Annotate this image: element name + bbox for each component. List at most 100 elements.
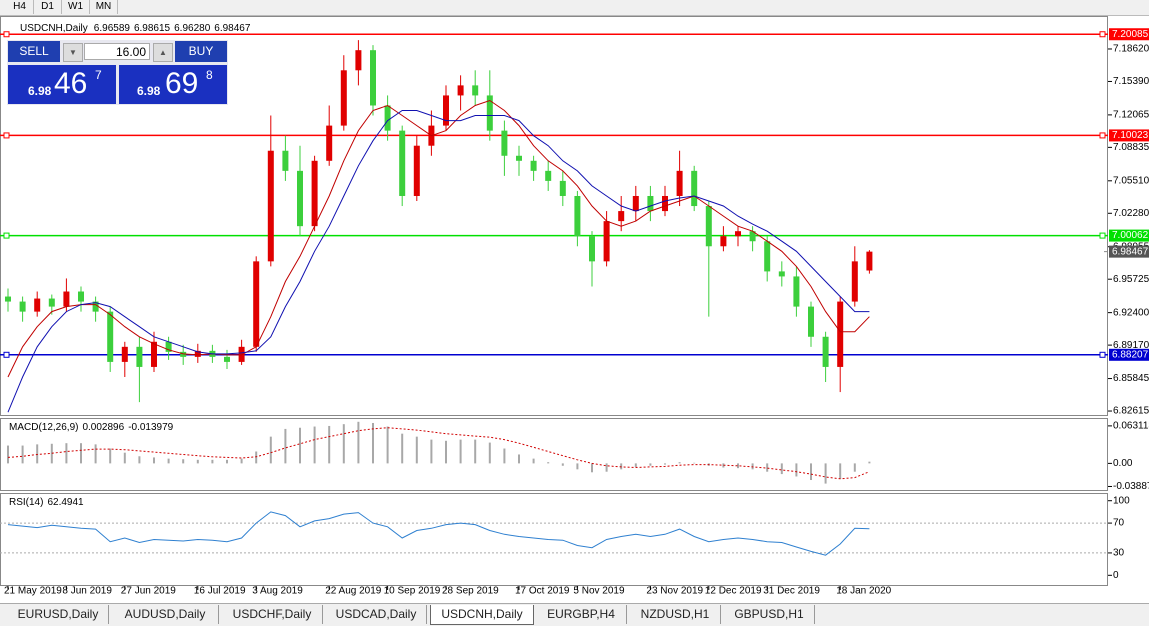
macd-bar	[226, 459, 228, 464]
macd-bar	[65, 443, 68, 464]
moving-average	[7, 110, 870, 413]
candle-body	[691, 170, 698, 207]
y-tick-label: -0.038872	[1113, 481, 1149, 492]
macd-bar	[386, 426, 389, 464]
candle-body	[778, 271, 785, 277]
ohlc: 6.96589	[94, 23, 131, 34]
chart-tab[interactable]: AUDUSD,Daily	[112, 605, 219, 624]
chart-tab[interactable]: GBPUSD,H1	[724, 605, 815, 624]
macd-bar	[751, 463, 754, 470]
candle-body	[282, 150, 289, 171]
candle-body	[457, 85, 464, 96]
y-tick-label: 7.12065	[1113, 110, 1149, 121]
macd-bar	[21, 445, 24, 464]
macd-bar	[269, 436, 272, 464]
symbol: USDCNH,Daily	[20, 23, 88, 34]
rsi-header: RSI(14) 62.4941	[9, 497, 84, 508]
y-tick-label: 7.18620	[1113, 44, 1149, 55]
candle-body	[647, 195, 654, 212]
candle-body	[78, 291, 84, 302]
y-tick-label: 0.00	[1113, 458, 1133, 469]
period-button[interactable]: H4	[6, 0, 34, 14]
level-label-box	[1109, 129, 1149, 142]
macd-bar	[36, 444, 39, 464]
chart-tab[interactable]: USDCHF,Daily	[222, 605, 323, 624]
candle-body	[735, 231, 741, 237]
chart-tab[interactable]: USDCNH,Daily	[430, 605, 534, 625]
candle-body	[866, 251, 873, 271]
buy-button[interactable]: BUY	[175, 41, 227, 62]
chart-tab[interactable]: EURGBP,H4	[536, 605, 627, 624]
chart-tab[interactable]: NZDUSD,H1	[630, 605, 721, 624]
macd-bar	[576, 463, 579, 470]
price-panel	[0, 16, 1108, 416]
x-tick-label: 17 Oct 2019	[515, 586, 570, 597]
macd-bar	[795, 463, 798, 477]
level-label-box	[1109, 348, 1149, 361]
macd-bar	[153, 457, 155, 464]
macd-bar	[766, 463, 769, 472]
volume-input[interactable]: 16.00	[84, 43, 150, 60]
chart-tab[interactable]: USDCAD,Daily	[326, 605, 427, 624]
candle-body	[545, 170, 552, 181]
bid-box[interactable]: 6.98 46 7	[8, 65, 116, 104]
candle-body	[253, 261, 260, 347]
macd-bar	[810, 463, 812, 481]
indicator-name: RSI(14)	[9, 497, 43, 508]
candle-body	[311, 160, 318, 227]
macd-bar	[503, 448, 506, 464]
level-anchor	[3, 132, 10, 139]
macd-bar	[853, 463, 856, 472]
ask-box[interactable]: 6.98 69 8	[119, 65, 227, 104]
candle-body	[443, 95, 449, 126]
rsi-line	[7, 511, 870, 556]
toolbar: H4 D1 W1 MN	[0, 0, 1149, 16]
level-anchor	[1099, 351, 1106, 358]
period-button[interactable]: MN	[90, 0, 118, 14]
chart: USDCNH,Daily 6.96589 6.98615 6.96280 6.98467…	[0, 16, 1149, 597]
candle-body	[589, 236, 595, 262]
volume-down[interactable]: ▼	[63, 43, 83, 62]
candle-body	[224, 356, 230, 362]
y-tick-label: 6.85845	[1113, 373, 1149, 384]
x-tick-label: 10 Sep 2019	[384, 586, 441, 597]
macd-bar	[50, 443, 53, 464]
candle-body	[121, 346, 128, 362]
macd-bar	[299, 427, 301, 464]
candle-body	[851, 261, 858, 302]
macd-bar	[284, 428, 287, 464]
macd-bar	[313, 426, 316, 464]
candle-body	[501, 130, 508, 156]
candle-body	[370, 50, 376, 106]
macd-bar	[109, 448, 112, 464]
level-label-box	[1109, 229, 1149, 242]
ohlc: 6.98615	[134, 23, 171, 34]
sell-button[interactable]: SELL	[8, 41, 60, 62]
level-label: 7.00062	[1112, 230, 1149, 241]
volume-up[interactable]: ▲	[153, 43, 173, 62]
macd-bar	[459, 439, 462, 464]
x-tick-label: 27 Jun 2019	[121, 586, 176, 597]
candle-body	[5, 296, 11, 302]
candle-body	[384, 105, 391, 131]
macd-bar	[123, 452, 126, 464]
moving-average	[7, 99, 870, 378]
chart-header: USDCNH,Daily 6.96589 6.98615 6.96280 6.98467	[20, 23, 251, 34]
chart-tab[interactable]: EURUSD,Daily	[8, 605, 109, 624]
candle-body	[632, 195, 639, 212]
ohlc: 6.96280	[174, 23, 211, 34]
x-tick-label: 16 Jul 2019	[194, 586, 246, 597]
candle-body	[676, 170, 683, 196]
x-tick-label: 22 Aug 2019	[325, 586, 382, 597]
y-tick-label: 0.063113	[1113, 421, 1149, 432]
macd-bar	[518, 454, 520, 464]
period-button[interactable]: D1	[34, 0, 62, 14]
macd-bar	[474, 439, 477, 464]
y-tick-label: 6.92400	[1113, 307, 1149, 318]
candle-body	[720, 236, 727, 247]
macd-bar	[240, 458, 243, 464]
candle-body	[340, 70, 347, 126]
period-button[interactable]: W1	[62, 0, 90, 14]
candle-body	[92, 301, 99, 312]
candle-body	[530, 160, 537, 171]
